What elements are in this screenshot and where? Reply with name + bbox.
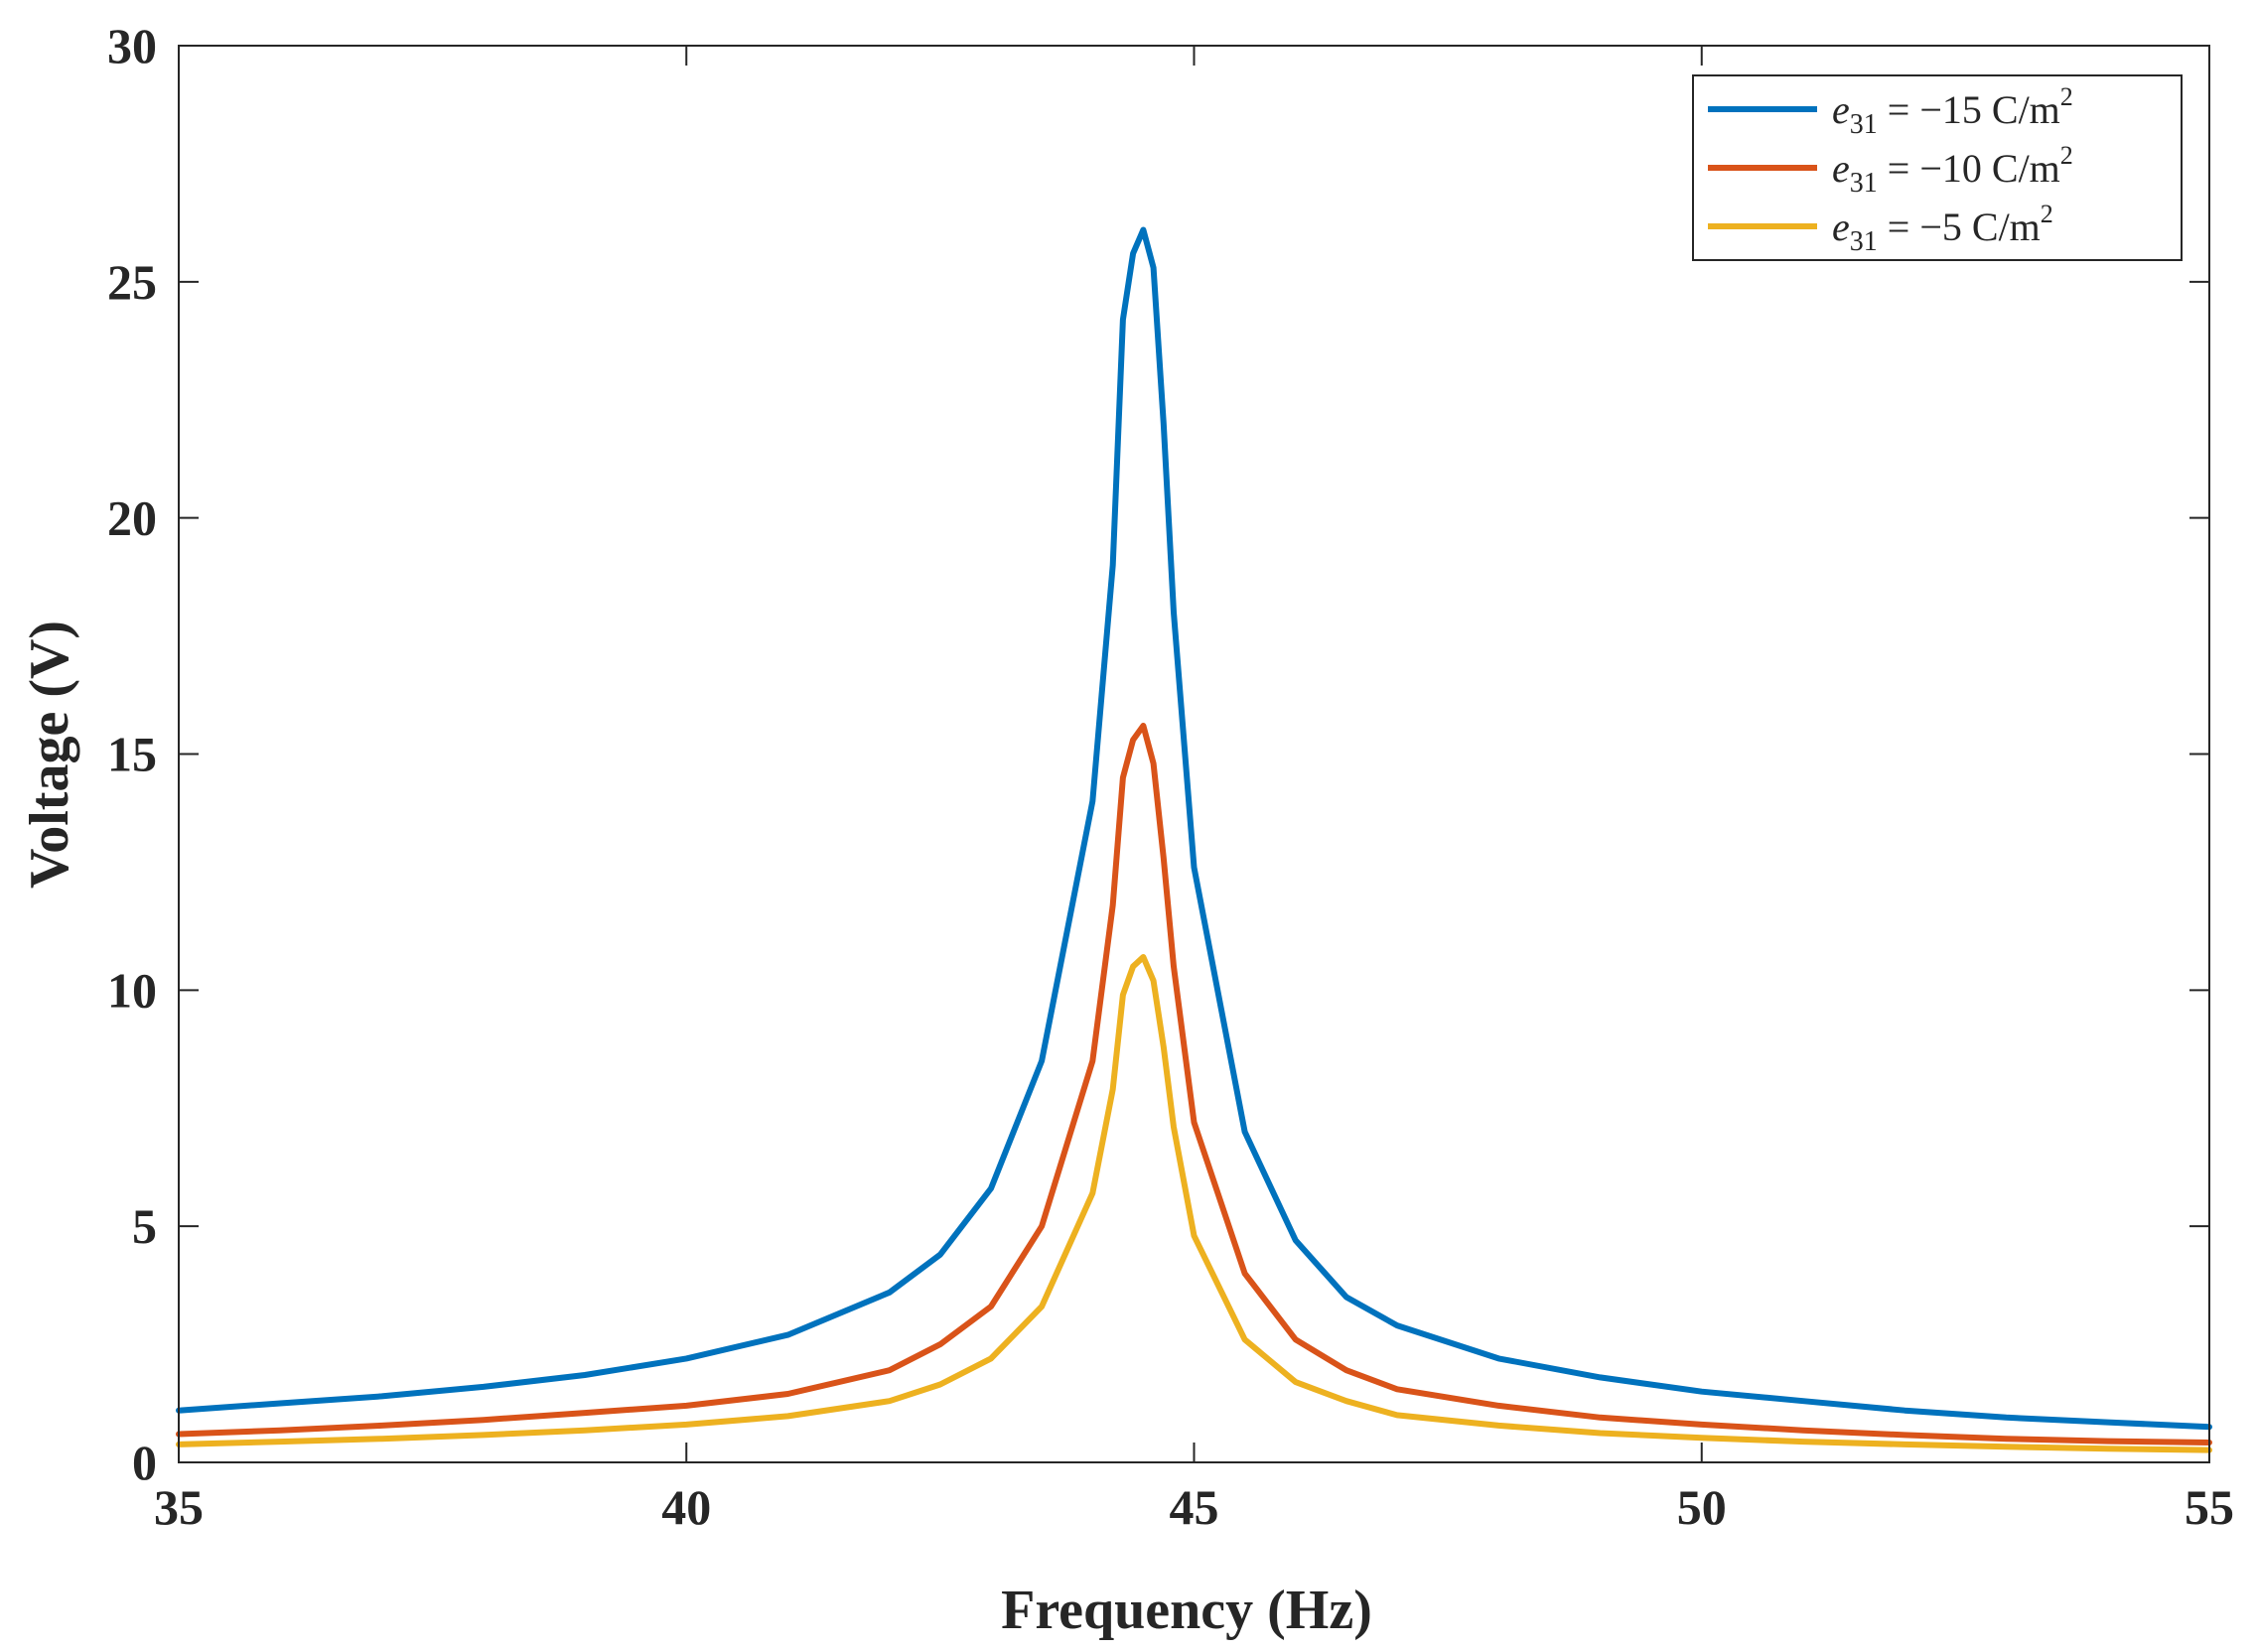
y-tick-label: 0 bbox=[132, 1435, 157, 1490]
series-layer bbox=[176, 226, 2212, 1453]
x-axis-label: Frequency (Hz) bbox=[1001, 1580, 1372, 1641]
y-tick-label: 30 bbox=[107, 18, 157, 73]
y-tick-label: 5 bbox=[132, 1198, 157, 1254]
x-tick-label: 55 bbox=[2185, 1479, 2234, 1535]
y-axis-label: Voltage (V) bbox=[19, 620, 80, 889]
y-tick-label: 15 bbox=[107, 727, 157, 782]
y-tick-label: 10 bbox=[107, 962, 157, 1018]
series-line-1 bbox=[176, 226, 2212, 1431]
x-tick-label: 40 bbox=[661, 1479, 711, 1535]
y-tick-label: 25 bbox=[107, 254, 157, 310]
ticks-layer: 35 40 45 50 55 0 5 10 15 20 25 30 bbox=[107, 18, 2234, 1535]
x-tick-label: 35 bbox=[154, 1479, 204, 1535]
legend-label-1: e31 = −15 C/m2 bbox=[1832, 82, 2073, 140]
legend-label-2: e31 = −10 C/m2 bbox=[1832, 141, 2073, 199]
x-tick-label: 45 bbox=[1170, 1479, 1219, 1535]
series-line-3 bbox=[176, 954, 2212, 1453]
series-line-2 bbox=[176, 723, 2212, 1446]
legend-label-3: e31 = −5 C/m2 bbox=[1832, 200, 2053, 257]
x-tick-label: 50 bbox=[1677, 1479, 1727, 1535]
y-tick-label: 20 bbox=[107, 490, 157, 546]
